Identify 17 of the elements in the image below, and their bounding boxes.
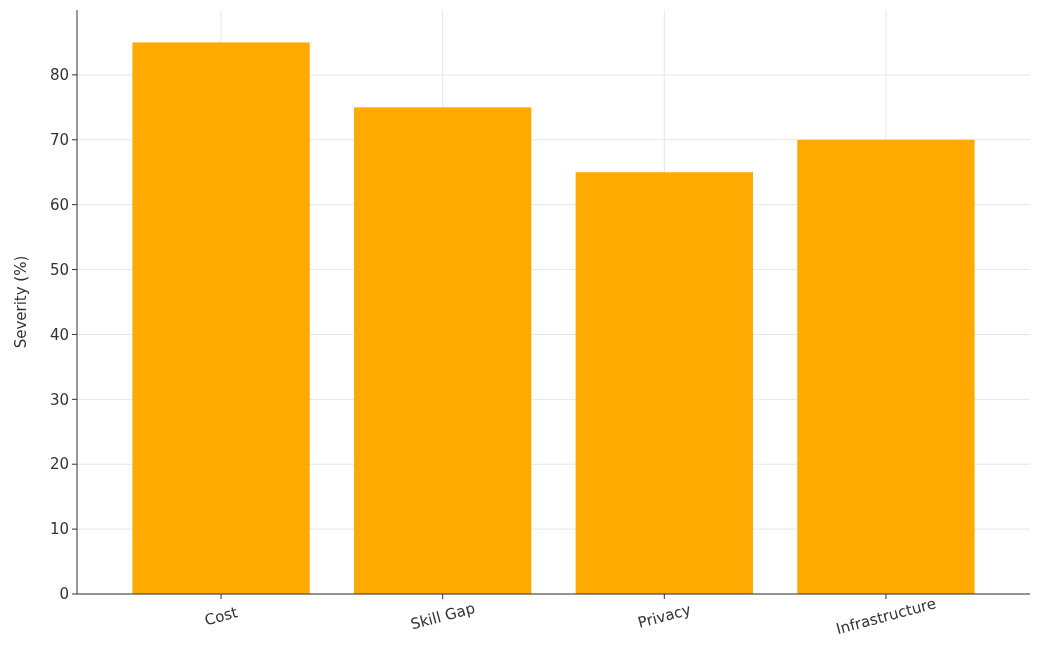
y-tick-label: 80 [49, 66, 69, 85]
y-axis-title: Severity (%) [12, 255, 30, 349]
y-tick-label: 20 [49, 455, 69, 474]
y-tick-label: 50 [49, 260, 69, 279]
bar [132, 42, 310, 594]
x-tick-label: Privacy [635, 600, 694, 632]
x-tick-label: Cost [202, 603, 240, 630]
y-tick-label: 70 [49, 131, 69, 150]
y-tick-label: 0 [59, 585, 69, 604]
y-tick-label: 30 [49, 390, 69, 409]
bar [575, 172, 753, 594]
y-tick-label: 60 [49, 195, 69, 214]
bar [354, 107, 532, 594]
y-tick-label: 10 [49, 520, 69, 539]
y-tick-label: 40 [49, 325, 69, 344]
bar [797, 139, 975, 594]
x-tick-label: Skill Gap [408, 599, 477, 634]
